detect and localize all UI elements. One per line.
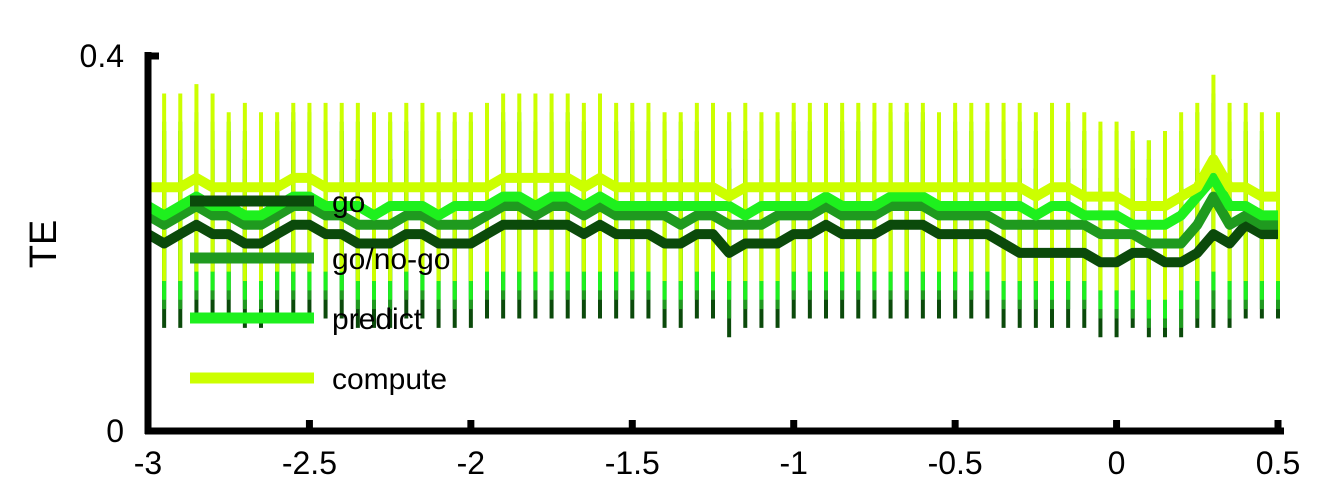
- legend-label: predict: [332, 303, 423, 336]
- series-lines: [145, 154, 1278, 268]
- series-line: [145, 219, 1278, 268]
- x-tick-label: -2: [457, 445, 485, 481]
- x-tick-label: -2.5: [282, 445, 337, 481]
- legend-label: go: [332, 186, 365, 219]
- series-line: [145, 172, 1278, 230]
- legend: go go/no-go predict compute: [190, 186, 450, 396]
- x-tick-label: -0.5: [928, 445, 983, 481]
- series-line: [145, 191, 1278, 249]
- x-tick-label: -3: [134, 445, 162, 481]
- y-axis-title: TE: [23, 220, 65, 269]
- x-tick-label: -1: [779, 445, 807, 481]
- series-line: [148, 154, 1278, 211]
- x-tick-label: 0.5: [1256, 445, 1300, 481]
- x-tick-label: -1.5: [605, 445, 660, 481]
- y-tick-label: 0: [106, 413, 124, 449]
- legend-label: go/no-go: [332, 243, 450, 276]
- y-tick-label: 0.4: [80, 38, 124, 74]
- x-tick-label: 0: [1108, 445, 1126, 481]
- axis-ticks: -3 -2.5 -2 -1.5 -1 -0.5 0 0.5 0 0.4: [80, 38, 1301, 481]
- axes: [144, 52, 1284, 435]
- legend-label: compute: [332, 363, 447, 396]
